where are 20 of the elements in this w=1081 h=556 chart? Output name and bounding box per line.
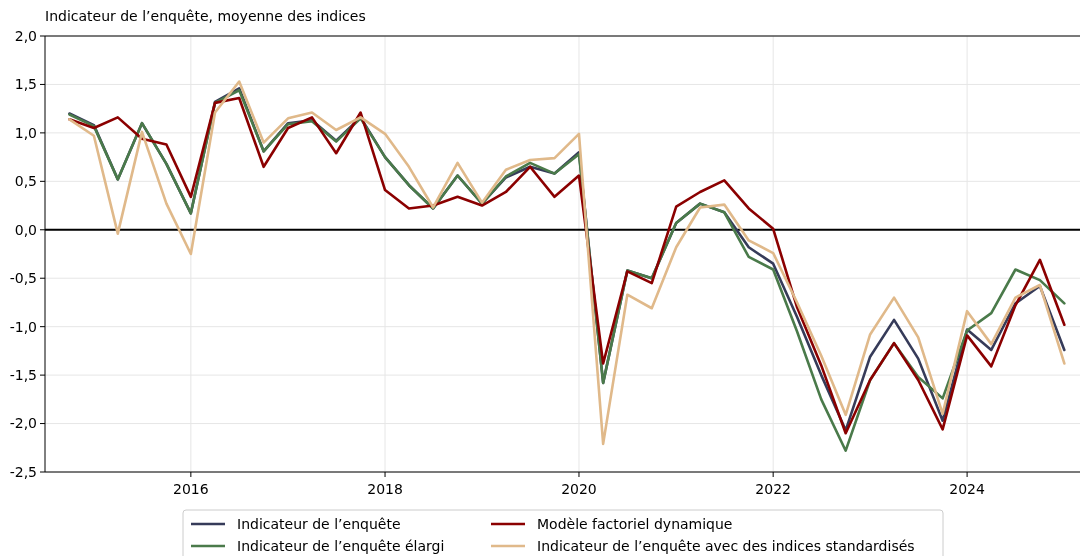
x-tick-label: 2022: [755, 481, 791, 497]
x-tick-label: 2024: [949, 481, 985, 497]
y-tick-label: 0,0: [14, 221, 37, 238]
x-tick-label: 2016: [173, 481, 209, 497]
x-tick-label: 2020: [561, 481, 597, 497]
legend-label: Indicateur de l’enquête avec des indices standardisés: [537, 537, 915, 554]
y-tick-label: -2,0: [9, 415, 37, 432]
legend-label: Indicateur de l’enquête élargi: [237, 537, 445, 554]
y-tick-label: 1,0: [14, 124, 37, 141]
x-tick-label: 2018: [367, 481, 403, 497]
y-tick-label: -2,5: [9, 463, 37, 480]
chart-title: Indicateur de l’enquête, moyenne des indices: [45, 8, 366, 24]
y-tick-label: 0,5: [14, 173, 37, 190]
y-tick-label: -1,5: [9, 367, 37, 384]
legend-label: Indicateur de l’enquête: [237, 515, 401, 532]
legend-label: Modèle factoriel dynamique: [537, 515, 733, 532]
y-tick-label: -1,0: [9, 318, 37, 335]
y-tick-label: 1,5: [14, 76, 37, 93]
y-tick-label: -0,5: [9, 270, 37, 287]
y-tick-label: 2,0: [14, 27, 37, 44]
